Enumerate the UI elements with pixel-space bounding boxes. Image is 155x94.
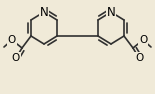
Text: N: N [107,6,115,19]
Text: O: O [139,35,147,45]
Text: N: N [40,6,48,19]
Text: O: O [135,53,143,63]
Text: O: O [8,35,16,45]
Text: O: O [12,53,20,63]
